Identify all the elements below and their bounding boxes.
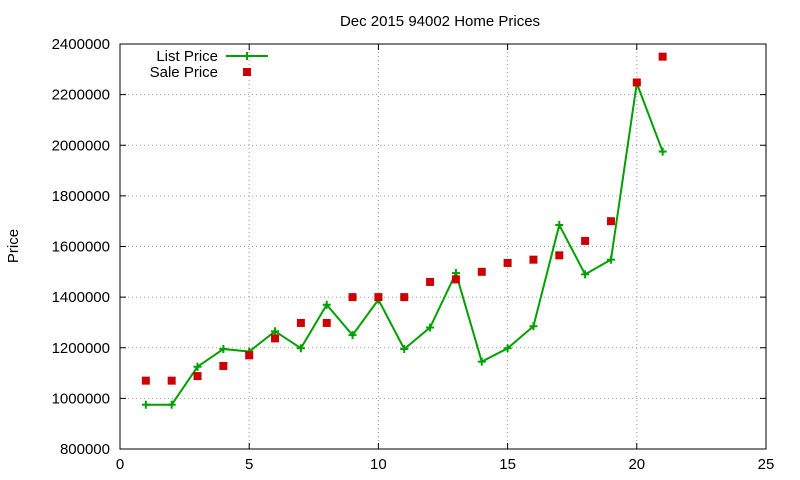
sale-price-point <box>632 78 641 87</box>
legend-label-list-price: List Price <box>156 48 218 65</box>
list-price-point <box>581 270 590 279</box>
x-tick-label: 20 <box>628 456 645 473</box>
list-price-point <box>555 220 564 229</box>
sale-price-point <box>555 251 564 260</box>
tick-labels: 0 5 10 15 20 25 800000 1000000 1200000 1400000 160… <box>52 36 775 473</box>
y-tick-label: 800000 <box>60 441 110 458</box>
list-price-point <box>193 362 202 371</box>
sale-price-point <box>322 318 331 327</box>
sale-price-point <box>606 217 615 226</box>
x-tick-label: 25 <box>758 456 775 473</box>
list-price-point <box>296 344 305 353</box>
list-price-point <box>426 323 435 332</box>
list-price-point <box>219 345 228 354</box>
y-axis-label: Price <box>5 229 22 263</box>
y-tick-label: 2400000 <box>52 36 110 53</box>
sale-price-point <box>219 361 228 370</box>
y-tick-label: 1600000 <box>52 239 110 256</box>
list-price-point <box>167 400 176 409</box>
x-tick-label: 10 <box>370 456 387 473</box>
x-tick-label: 5 <box>245 456 253 473</box>
list-price-point <box>606 255 615 264</box>
sale-price-point <box>296 318 305 327</box>
sale-price-point <box>451 275 460 284</box>
sale-price-point <box>348 293 357 302</box>
y-tick-label: 1200000 <box>52 340 110 357</box>
y-tick-label: 1000000 <box>52 390 110 407</box>
list-price-point <box>477 357 486 366</box>
y-tick-label: 1400000 <box>52 289 110 306</box>
sale-price-point <box>529 255 538 264</box>
sale-price-point <box>374 293 383 302</box>
sale-price-point <box>581 236 590 245</box>
x-tick-label: 0 <box>116 456 124 473</box>
axes <box>119 43 767 450</box>
sale-price-point <box>400 293 409 302</box>
y-tick-label: 2000000 <box>52 137 110 154</box>
sale-price-point <box>477 267 486 276</box>
sale-price-point <box>426 277 435 286</box>
list-price-point <box>658 147 667 156</box>
sale-price-point <box>193 372 202 381</box>
list-price-point <box>529 322 538 331</box>
sale-price-point <box>658 52 667 61</box>
sale-price-point <box>167 376 176 385</box>
series-layer <box>141 52 667 409</box>
list-price-point <box>348 331 357 340</box>
y-tick-label: 2200000 <box>52 87 110 104</box>
list-price-point <box>322 300 331 309</box>
list-price-point <box>503 344 512 353</box>
list-price-point <box>271 327 280 336</box>
legend-marker-list-price <box>243 52 251 60</box>
legend-swatch-sale-price <box>243 68 251 76</box>
y-tick-label: 1800000 <box>52 188 110 205</box>
sale-price-point <box>503 258 512 267</box>
sale-price-point <box>245 351 254 360</box>
x-tick-label: 15 <box>499 456 516 473</box>
list-price-point <box>400 345 409 354</box>
list-price-point <box>141 400 150 409</box>
legend-label-sale-price: Sale Price <box>150 64 218 81</box>
chart-title: Dec 2015 94002 Home Prices <box>340 13 540 30</box>
grid-lines <box>120 44 766 449</box>
sale-price-point <box>141 376 150 385</box>
sale-price-point <box>271 334 280 343</box>
